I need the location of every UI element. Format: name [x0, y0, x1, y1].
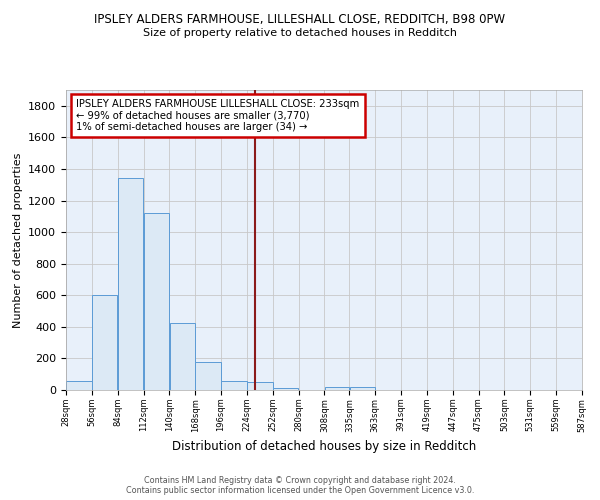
Text: IPSLEY ALDERS FARMHOUSE LILLESHALL CLOSE: 233sqm
← 99% of detached houses are sm: IPSLEY ALDERS FARMHOUSE LILLESHALL CLOSE…: [76, 99, 359, 132]
Bar: [66, 380, 92, 390]
Bar: [92, 296, 118, 390]
Bar: [325, 387, 349, 390]
Bar: [273, 388, 298, 390]
Y-axis label: Number of detached properties: Number of detached properties: [13, 152, 23, 328]
Bar: [247, 382, 272, 390]
Bar: [118, 178, 143, 390]
Bar: [144, 213, 169, 390]
Bar: [221, 380, 247, 390]
Bar: [350, 387, 375, 390]
X-axis label: Distribution of detached houses by size in Redditch: Distribution of detached houses by size …: [172, 440, 476, 453]
Text: IPSLEY ALDERS FARMHOUSE, LILLESHALL CLOSE, REDDITCH, B98 0PW: IPSLEY ALDERS FARMHOUSE, LILLESHALL CLOS…: [94, 12, 506, 26]
Text: Size of property relative to detached houses in Redditch: Size of property relative to detached ho…: [143, 28, 457, 38]
Bar: [170, 323, 195, 390]
Text: Contains HM Land Registry data © Crown copyright and database right 2024.
Contai: Contains HM Land Registry data © Crown c…: [126, 476, 474, 495]
Bar: [196, 362, 221, 390]
